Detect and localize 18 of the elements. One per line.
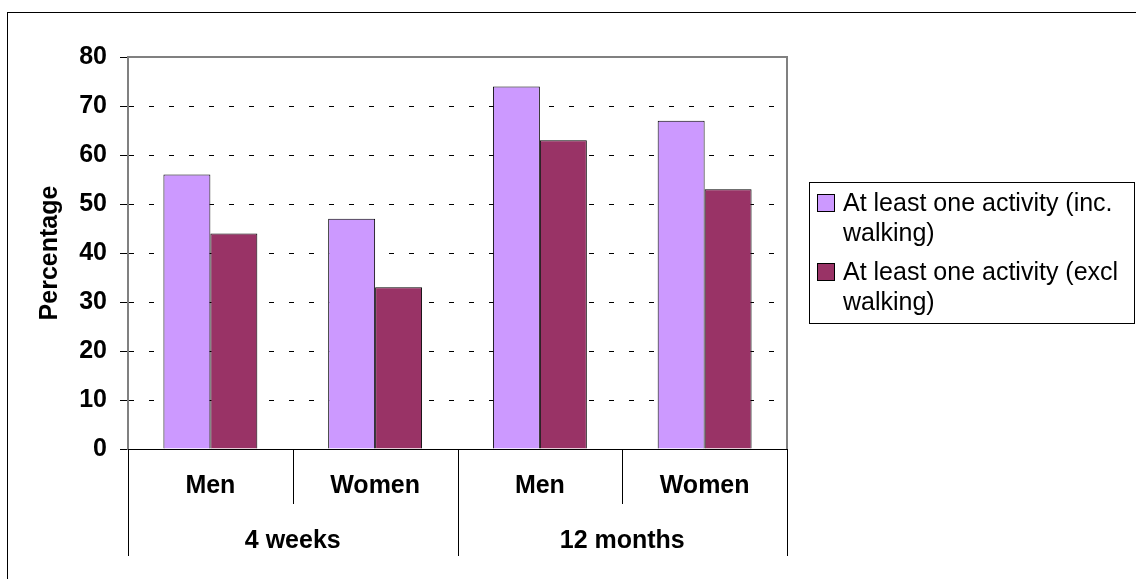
x-tick-label: Women: [330, 469, 421, 498]
x-tick-label: Men: [185, 469, 236, 498]
y-tick-label: 10: [79, 383, 107, 412]
y-tick-label: 0: [93, 432, 107, 461]
text: 4 weeks: [244, 524, 341, 553]
y-tick-label: 30: [79, 285, 107, 314]
y-tick-label: 80: [79, 40, 107, 69]
y-tick-label: 70: [79, 89, 107, 118]
y-tick-label: 50: [79, 187, 107, 216]
y-tick-label: 40: [79, 236, 107, 265]
x-tick-label: Women: [659, 469, 750, 498]
text: 12 months: [559, 524, 685, 553]
legend-label: At least one activity (excl walking): [843, 256, 1120, 316]
y-tick-label: 60: [79, 138, 107, 167]
legend-label: At least one activity (inc. walking): [843, 187, 1114, 247]
y-axis-title: Percentage: [33, 185, 62, 321]
y-tick-label: 20: [79, 334, 107, 363]
x-tick-label: Men: [514, 469, 565, 498]
